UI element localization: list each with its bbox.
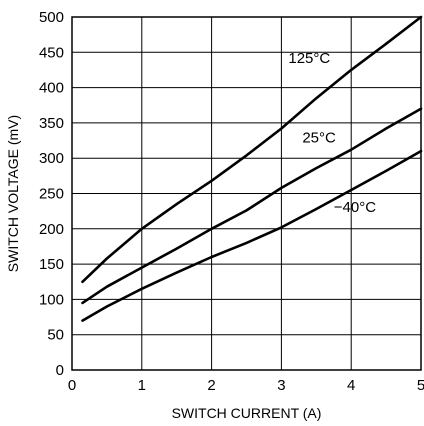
series-line-0 [81, 15, 423, 284]
x-tick-label: 5 [417, 377, 424, 394]
plot-border [71, 16, 422, 371]
y-tick-label: 500 [39, 9, 64, 26]
y-tick-label: 50 [47, 327, 64, 344]
series-line-2 [81, 149, 423, 322]
y-tick-label: 150 [39, 256, 64, 273]
grid [71, 16, 422, 371]
y-tick-label: 400 [39, 80, 64, 97]
y-tick-label: 350 [39, 115, 64, 132]
x-tick-label: 1 [138, 377, 146, 394]
series-label-1: 25°C [302, 130, 336, 147]
series-labels: 125°C 25°C −40°C [288, 50, 376, 216]
x-tick-label: 4 [347, 377, 355, 394]
series-label-2: −40°C [334, 199, 376, 216]
y-tick-label: 300 [39, 150, 64, 167]
series-label-0: 125°C [288, 50, 330, 67]
x-tick-label: 3 [277, 377, 285, 394]
series-line-1 [81, 107, 423, 305]
y-axis-title: SWITCH VOLTAGE (mV) [5, 115, 21, 272]
y-tick-label: 250 [39, 186, 64, 203]
series-lines [81, 15, 423, 322]
y-tick-label: 100 [39, 291, 64, 308]
x-tick-label: 2 [207, 377, 215, 394]
x-tick-label: 0 [68, 377, 76, 394]
y-tick-label: 200 [39, 221, 64, 238]
y-tick-label: 450 [39, 44, 64, 61]
x-axis-title: SWITCH CURRENT (A) [172, 405, 322, 421]
y-tick-label: 0 [56, 362, 64, 379]
